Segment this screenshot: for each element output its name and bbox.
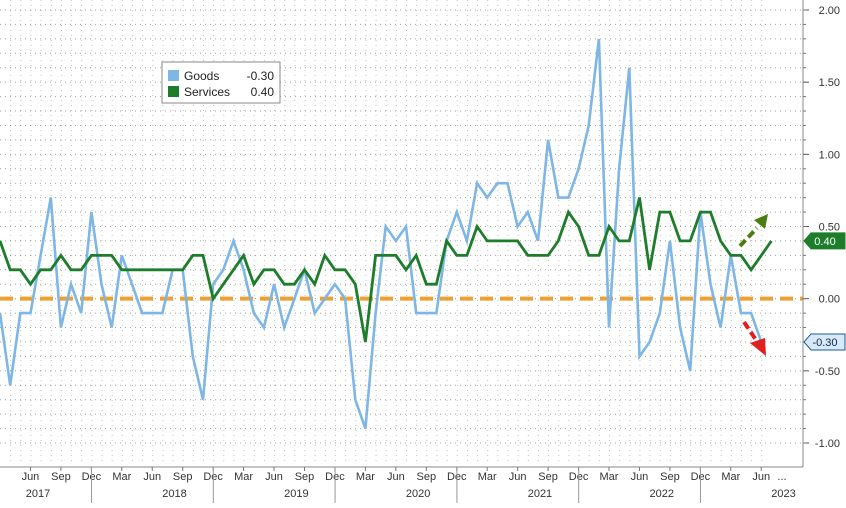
x-tick-label: Jun [387, 471, 405, 483]
legend-label-services: Services [184, 85, 230, 99]
x-tick-label: Sep [538, 471, 558, 483]
x-tick-label: Jun [143, 471, 161, 483]
x-tick-label: Mar [234, 471, 253, 483]
badge-label-services: 0.40 [814, 236, 835, 248]
x-tick-label: Sep [51, 471, 71, 483]
x-tick-label: Mar [112, 471, 131, 483]
x-year-label: 2022 [650, 488, 674, 500]
x-tick-label: Mar [721, 471, 740, 483]
x-year-label: 2020 [406, 488, 430, 500]
series-lines [0, 38, 773, 430]
x-tick-label: Jun [631, 471, 649, 483]
y-axis: 2.00 1.50 1.00 0.50 0.00 -0.50 -1.00 [802, 0, 840, 467]
arrow-up-head [754, 214, 768, 229]
legend-box [161, 61, 281, 104]
x-year-label: 2023 [771, 488, 795, 500]
x-tick-label: Jun [509, 471, 527, 483]
x-tick-label: Mar [600, 471, 619, 483]
legend-value-services: 0.40 [251, 85, 275, 99]
x-tick-label: Sep [295, 471, 315, 483]
annotation-arrows [738, 214, 768, 356]
x-tick-label: Jun [265, 471, 283, 483]
badge-goods [803, 333, 846, 351]
x-tick-label: Sep [660, 471, 680, 483]
arrow-down-head [750, 338, 766, 356]
badge-label-goods: -0.30 [812, 337, 837, 349]
x-year-label: 2018 [162, 488, 186, 500]
arrow-down-shaft [742, 320, 758, 342]
x-axis: Jun Sep Dec Mar Jun Sep Dec Mar Jun Sep Dec Mar Jun S… [0, 466, 803, 503]
x-tick-label: Jun [752, 471, 770, 483]
last-value-badges: -0.30 0.40 [803, 232, 846, 351]
y-tick-label: 2.00 [819, 5, 840, 17]
y-tick-label: 0.00 [819, 294, 840, 306]
series-line-services [0, 197, 773, 343]
legend-swatch-goods [168, 70, 179, 81]
y-tick-label: 0.50 [819, 222, 840, 234]
x-year-label: 2017 [26, 488, 50, 500]
x-year-label: 2021 [528, 488, 552, 500]
x-year-label: 2019 [284, 488, 308, 500]
y-tick-label: -1.00 [815, 438, 840, 450]
badge-services [803, 232, 846, 250]
x-tick-label: Sep [417, 471, 437, 483]
x-tick-label: Mar [478, 471, 497, 483]
arrow-up-shaft [738, 226, 759, 248]
x-tick-label: Jun [22, 471, 40, 483]
legend-label-goods: Goods [184, 69, 219, 83]
series-line-goods [0, 38, 763, 430]
x-tick-label: Sep [173, 471, 193, 483]
legend: Goods -0.30 Services 0.40 [161, 61, 281, 104]
x-tick-label: Mar [356, 471, 375, 483]
legend-value-goods: -0.30 [247, 69, 275, 83]
x-tick-ellipsis: ... [777, 471, 786, 483]
y-tick-label: 1.50 [819, 77, 840, 89]
y-tick-label: -0.50 [815, 366, 840, 378]
y-tick-label: 1.00 [819, 149, 840, 161]
legend-swatch-services [168, 86, 179, 97]
